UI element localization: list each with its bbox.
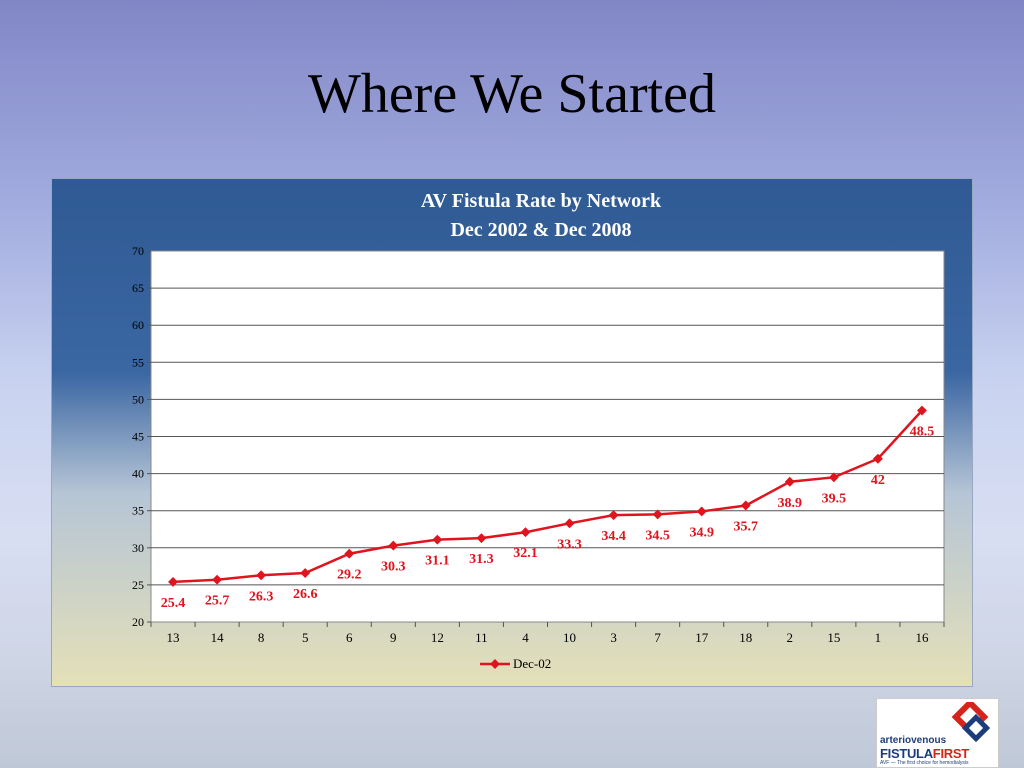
data-point	[344, 548, 355, 559]
gridlines	[151, 287, 944, 586]
data-labels: 25.4 25.7 26.3 26.6 29.2 30.3 31.1 31.3 32.1 33.3…	[161, 425, 934, 611]
chart-title-line-1: AV Fistula Rate by Network	[421, 190, 662, 212]
y-tick-label: 65	[132, 281, 144, 295]
x-tick-label: 18	[739, 630, 752, 645]
data-point	[388, 540, 399, 551]
chart-panel: AV Fistula Rate by Network Dec 2002 & De…	[51, 178, 973, 687]
y-tick-label: 55	[132, 355, 144, 369]
series-dec-02	[168, 405, 927, 587]
data-label: 25.4	[161, 596, 186, 611]
data-point	[564, 518, 575, 529]
data-label: 38.9	[778, 496, 803, 511]
logo-line-1: arteriovenous	[880, 735, 947, 746]
y-tick-label: 25	[132, 578, 144, 592]
y-tick-label: 70	[132, 244, 144, 258]
logo-first: FIRST	[932, 746, 969, 761]
y-tick-label: 20	[132, 615, 144, 629]
data-point	[608, 510, 619, 521]
x-tick-label: 10	[563, 630, 576, 645]
x-tick-label: 12	[431, 630, 444, 645]
y-tick-label: 30	[132, 541, 144, 555]
y-tick-label: 40	[132, 467, 144, 481]
y-tick-label: 60	[132, 318, 144, 332]
data-label: 26.3	[249, 589, 274, 604]
logo-line-2: FISTULAFIRST	[880, 746, 969, 761]
data-point	[432, 534, 443, 545]
series-line	[172, 409, 923, 584]
fistula-first-emblem-icon	[951, 702, 991, 742]
y-tick-label: 35	[132, 504, 144, 518]
y-tick-label: 45	[132, 430, 144, 444]
data-point	[828, 472, 839, 483]
data-point	[784, 476, 795, 487]
data-point	[696, 506, 707, 517]
data-label: 25.7	[205, 594, 230, 609]
y-tick-label: 50	[132, 392, 144, 406]
legend-label: Dec-02	[513, 656, 551, 671]
x-tick-label: 9	[390, 630, 397, 645]
logo-fistula: FISTULA	[880, 746, 933, 761]
data-point	[872, 453, 883, 464]
x-tick-label: 4	[522, 630, 529, 645]
data-point	[300, 568, 311, 578]
logo-tagline: AVF — The first choice for hemodialysis	[880, 760, 969, 766]
data-label: 39.5	[822, 491, 847, 506]
data-label: 29.2	[337, 568, 362, 583]
data-label: 31.3	[469, 552, 494, 567]
data-label: 26.6	[293, 587, 318, 602]
line-chart: AV Fistula Rate by Network Dec 2002 & De…	[132, 190, 945, 671]
x-tick-label: 8	[258, 630, 265, 645]
data-label: 30.3	[381, 560, 406, 575]
data-label: 33.3	[557, 537, 582, 552]
x-tick-label: 2	[787, 630, 794, 645]
data-point	[212, 574, 223, 585]
x-tick-label: 5	[302, 630, 309, 645]
data-label: 34.4	[601, 529, 626, 544]
data-point	[917, 405, 927, 416]
data-label: 34.9	[689, 525, 714, 540]
x-tick-label: 14	[211, 630, 225, 645]
legend: Dec-02	[480, 656, 551, 671]
data-label: 31.1	[425, 554, 450, 569]
x-tick-label: 11	[475, 630, 488, 645]
x-tick-label: 7	[654, 630, 661, 645]
slide-title: Where We Started	[307, 63, 717, 125]
chart-title-line-2: Dec 2002 & Dec 2008	[450, 219, 631, 241]
y-axis-ticks: 20 25 30 35 40 45 50 55 60 65 70	[132, 244, 151, 629]
x-axis-ticks: 13 14 8 5 6 9 12 11 4 10 3 7 17 18 2 15 1 16	[150, 622, 945, 645]
data-point	[652, 509, 663, 520]
data-point	[740, 500, 751, 511]
data-label: 34.5	[645, 528, 670, 543]
x-tick-label: 16	[915, 630, 929, 645]
data-point	[520, 527, 531, 538]
x-tick-label: 15	[827, 630, 840, 645]
data-label: 48.5	[910, 425, 935, 440]
x-tick-label: 1	[875, 630, 882, 645]
x-tick-label: 13	[167, 630, 180, 645]
x-tick-label: 17	[695, 630, 709, 645]
legend-marker	[490, 659, 500, 669]
data-label: 32.1	[513, 546, 538, 561]
data-point	[476, 533, 487, 544]
x-tick-label: 6	[346, 630, 353, 645]
x-tick-label: 3	[610, 630, 617, 645]
data-label: 35.7	[734, 520, 759, 535]
data-label: 42	[871, 473, 885, 488]
fistula-first-logo: arteriovenous FISTULAFIRST AVF — The fir…	[876, 698, 999, 768]
data-point	[168, 576, 178, 587]
